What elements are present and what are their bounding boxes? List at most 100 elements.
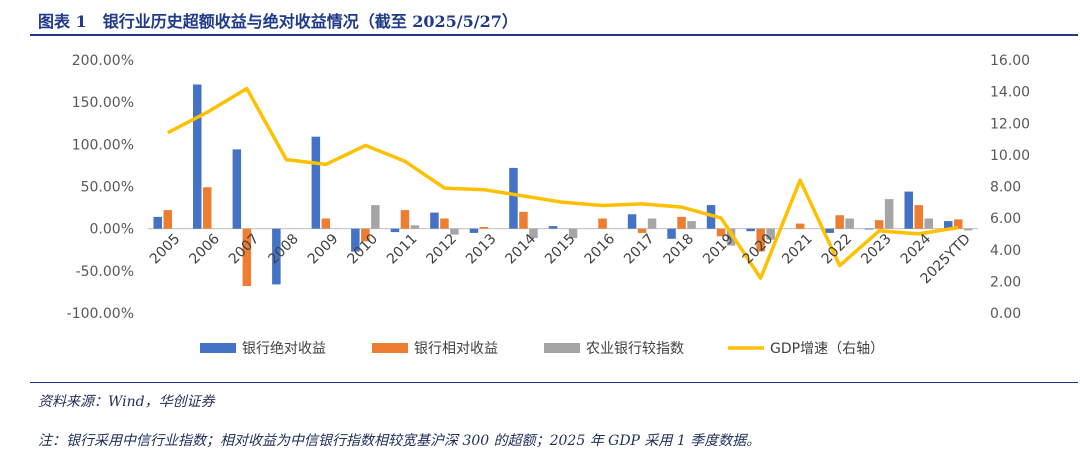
bar-银行相对收益-2014 (519, 211, 528, 229)
bar-农业银行较指数-2012 (450, 228, 459, 235)
bar-银行绝对收益-2006 (193, 84, 202, 229)
left-tick-label: 0.00% (90, 222, 134, 238)
bar-银行绝对收益-2012 (430, 212, 439, 229)
bar-银行绝对收益-2018 (667, 228, 676, 239)
legend-swatch (200, 343, 236, 353)
right-tick-label: 16.00 (990, 53, 1030, 69)
x-tick-label: 2016 (582, 231, 619, 268)
bar-银行相对收益-2016 (598, 218, 607, 229)
bar-银行绝对收益-2017 (627, 214, 637, 229)
bar-银行相对收益-2017 (637, 228, 647, 233)
bar-银行相对收益-2023 (874, 220, 884, 229)
gdp-line-group (166, 86, 959, 280)
x-tick-label: 2005 (147, 231, 184, 268)
right-tick-label: 4.00 (990, 243, 1021, 259)
x-tick-label: 2021 (779, 231, 816, 268)
x-tick-label: 2017 (621, 231, 658, 268)
left-tick-label: -50.00% (76, 264, 134, 280)
left-tick-label: 100.00% (72, 137, 134, 153)
bar-银行相对收益-2022 (835, 215, 844, 229)
x-tick-label: 2013 (463, 231, 500, 268)
right-tick-label: 14.00 (990, 85, 1030, 101)
x-tick-label: 2018 (661, 231, 698, 268)
title-rule (30, 34, 1078, 36)
right-axis-ticks: 0.00 2.00 4.00 6.00 8.00 10.00 12.00 14.00 16.00 (990, 53, 1030, 322)
bar-农业银行较指数-2011 (410, 225, 420, 229)
bar-银行绝对收益-2007 (232, 149, 242, 229)
legend: 银行绝对收益 银行相对收益 农业银行较指数 GDP增速（右轴） (200, 341, 884, 357)
bar-农业银行较指数-2014 (529, 228, 538, 238)
title-bar: 图表 1 银行业历史超额收益与绝对收益情况（截至 2025/5/27） (0, 0, 1080, 38)
chart-svg: -100.00% -50.00% 0.00% 50.00% 100.00% 150.00%… (67, 53, 1030, 357)
bar-银行绝对收益-2009 (311, 136, 321, 229)
left-axis-ticks: -100.00% -50.00% 0.00% 50.00% 100.00% 150.00%… (67, 53, 134, 322)
bar-银行绝对收益-2024 (904, 191, 913, 229)
note-text: 注：银行采用中信行业指数；相对收益为中信银行指数相较宽基沪深 300 的超额；2… (38, 433, 761, 449)
legend-label: 农业银行较指数 (586, 341, 684, 357)
bar-银行相对收益-2013 (479, 227, 489, 229)
x-axis-labels: 2005 2006 2007 2008 2009 2010 2011 2012 2013 2014… (147, 231, 974, 287)
bar-银行绝对收益-2008 (272, 228, 281, 285)
legend-swatch (372, 343, 408, 353)
bar-银行相对收益-2009 (321, 218, 331, 229)
x-tick-label: 2024 (898, 231, 935, 268)
gdp-line (166, 86, 959, 280)
bar-农业银行较指数-2015 (568, 228, 578, 238)
bar-银行相对收益-2021 (795, 223, 805, 229)
x-tick-label: 2008 (265, 231, 302, 268)
bar-农业银行较指数-2023 (884, 199, 894, 229)
right-tick-label: 6.00 (990, 211, 1021, 227)
bar-银行相对收益-2024 (914, 205, 923, 229)
bar-银行相对收益-2011 (400, 210, 410, 229)
bar-银行绝对收益-2015 (548, 226, 558, 229)
bar-银行相对收益-2025YTD (954, 219, 963, 229)
bar-银行相对收益-2018 (677, 216, 686, 229)
bar-银行相对收益-2012 (440, 218, 449, 229)
legend-swatch (544, 343, 580, 353)
bar-农业银行较指数-2022 (845, 218, 854, 229)
bar-银行相对收益-2006 (203, 187, 212, 229)
bar-银行绝对收益-2013 (469, 228, 479, 233)
bar-银行绝对收益-2023 (864, 228, 874, 230)
left-tick-label: 200.00% (72, 53, 134, 69)
bar-银行绝对收益-2022 (825, 228, 834, 233)
bar-银行绝对收益-2020 (746, 228, 755, 232)
bar-银行绝对收益-2005 (153, 216, 162, 229)
left-tick-label: -100.00% (67, 306, 134, 322)
source-text: 资料来源：Wind，华创证券 (38, 394, 215, 410)
bar-银行绝对收益-2014 (509, 167, 518, 229)
bar-银行相对收益-2007 (242, 228, 252, 286)
bar-银行绝对收益-2010 (351, 228, 360, 252)
left-tick-label: 150.00% (72, 95, 134, 111)
bar-银行绝对收益-2025YTD (944, 221, 953, 229)
bar-银行相对收益-2010 (361, 228, 370, 242)
left-tick-label: 50.00% (81, 180, 134, 196)
bottom-rule (30, 382, 1078, 383)
bar-农业银行较指数-2024 (924, 218, 933, 229)
chart-title: 图表 1 银行业历史超额收益与绝对收益情况（截至 2025/5/27） (38, 12, 518, 31)
bar-银行相对收益-2019 (716, 228, 726, 237)
x-tick-label: 2012 (424, 231, 461, 268)
x-tick-label: 2006 (186, 231, 223, 268)
bar-银行绝对收益-2011 (390, 228, 400, 233)
right-tick-label: 10.00 (990, 148, 1030, 164)
bar-农业银行较指数-2010 (371, 205, 380, 229)
right-tick-label: 2.00 (990, 274, 1021, 290)
right-tick-label: 8.00 (990, 180, 1021, 196)
right-tick-label: 0.00 (990, 306, 1021, 322)
bar-农业银行较指数-2020 (766, 228, 775, 240)
bar-农业银行较指数-2025YTD (964, 228, 973, 231)
bar-农业银行较指数-2019 (726, 228, 736, 246)
bar-农业银行较指数-2017 (647, 218, 657, 229)
right-tick-label: 12.00 (990, 116, 1030, 132)
bar-银行相对收益-2020 (756, 228, 765, 252)
bar-农业银行较指数-2018 (687, 221, 696, 229)
x-tick-label: 2011 (384, 231, 421, 268)
legend-label: 银行相对收益 (414, 341, 498, 357)
x-tick-label: 2009 (305, 231, 342, 268)
legend-label: GDP增速（右轴） (770, 341, 884, 357)
chart-area: -100.00% -50.00% 0.00% 50.00% 100.00% 150.00%… (0, 38, 1080, 381)
x-tick-label: 2023 (858, 231, 895, 268)
legend-label: 银行绝对收益 (242, 341, 326, 357)
bar-银行相对收益-2005 (163, 210, 172, 229)
